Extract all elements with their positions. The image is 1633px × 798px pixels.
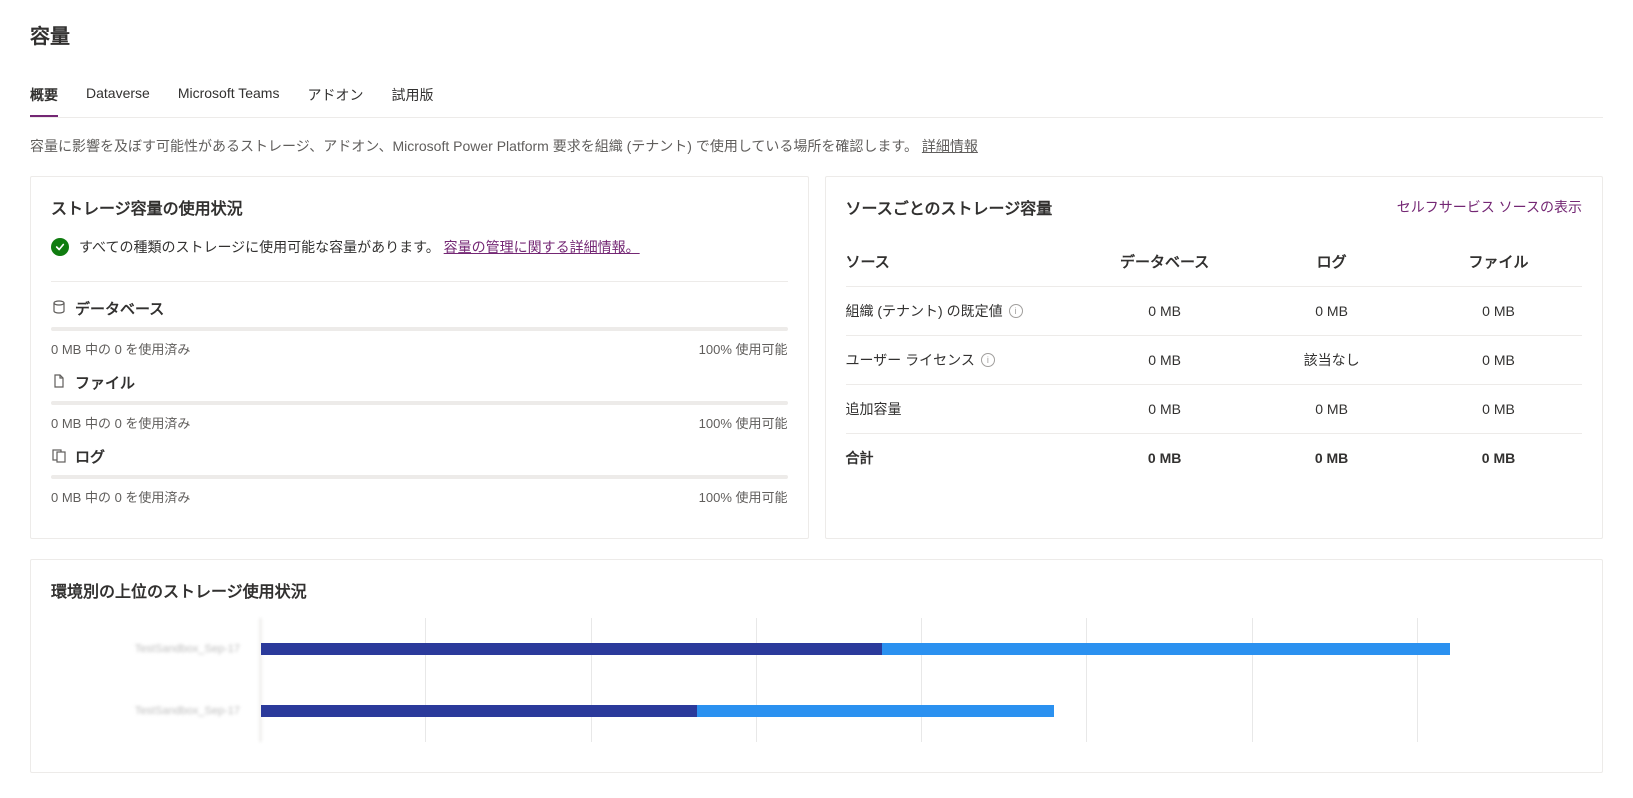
bar-segment-2: [882, 643, 1450, 655]
cell-log: 該当なし: [1248, 350, 1415, 370]
chart-bar: [261, 643, 1582, 655]
status-row: すべての種類のストレージに使用可能な容量があります。 容量の管理に関する詳細情報…: [51, 237, 788, 257]
table-header: ソース データベース ログ ファイル: [846, 237, 1583, 287]
footer-source: 合計: [846, 448, 1082, 468]
cell-source: 追加容量: [846, 399, 1082, 419]
storage-used: 0 MB 中の 0 を使用済み: [51, 487, 190, 506]
storage-available: 100% 使用可能: [699, 413, 788, 432]
source-card: ソースごとのストレージ容量 セルフサービス ソースの表示 ソース データベース …: [825, 176, 1604, 539]
tab-2[interactable]: Microsoft Teams: [178, 77, 280, 117]
table-footer: 合計 0 MB 0 MB 0 MB: [846, 434, 1583, 482]
col-database: データベース: [1081, 251, 1248, 272]
cell-source: 組織 (テナント) の既定値 i: [846, 301, 1082, 321]
storage-used: 0 MB 中の 0 を使用済み: [51, 339, 190, 358]
cell-file: 0 MB: [1415, 303, 1582, 319]
table-row: 組織 (テナント) の既定値 i0 MB0 MB0 MB: [846, 287, 1583, 336]
storage-label: データベース: [75, 298, 164, 319]
info-icon[interactable]: i: [981, 353, 995, 367]
footer-log: 0 MB: [1248, 450, 1415, 466]
env-chart-title: 環境別の上位のストレージ使用状況: [51, 578, 1582, 602]
chart-bar: [261, 705, 1582, 717]
page-title: 容量: [30, 20, 1603, 49]
cell-log: 0 MB: [1248, 401, 1415, 417]
col-log: ログ: [1248, 251, 1415, 272]
chart-row-label: TestSandbox_Sep-17: [51, 618, 261, 680]
tabs: 概要 Dataverse Microsoft Teams アドオン試用版: [30, 77, 1603, 118]
storage-label: ログ: [75, 446, 105, 467]
storage-item: データベース 0 MB 中の 0 を使用済み 100% 使用可能: [51, 298, 788, 358]
description: 容量に影響を及ぼす可能性があるストレージ、アドオン、Microsoft Powe…: [30, 136, 1603, 156]
status-text-content: すべての種類のストレージに使用可能な容量があります。: [79, 239, 444, 255]
chart-bar-row: [261, 680, 1582, 742]
chart-bar-row: [261, 618, 1582, 680]
storage-used: 0 MB 中の 0 を使用済み: [51, 413, 190, 432]
storage-usage-title: ストレージ容量の使用状況: [51, 195, 243, 219]
status-text: すべての種類のストレージに使用可能な容量があります。 容量の管理に関する詳細情報…: [79, 237, 640, 257]
description-link[interactable]: 詳細情報: [922, 138, 978, 154]
cell-database: 0 MB: [1081, 303, 1248, 319]
storage-label: ファイル: [75, 372, 135, 393]
progress-bar: [51, 327, 788, 331]
tab-0[interactable]: 概要: [30, 77, 58, 117]
source-card-title: ソースごとのストレージ容量: [846, 195, 1053, 219]
bar-segment-2: [697, 705, 1054, 717]
check-icon: [51, 238, 69, 256]
bar-segment-1: [261, 643, 882, 655]
bar-segment-1: [261, 705, 697, 717]
progress-bar: [51, 401, 788, 405]
file-icon: [51, 373, 67, 392]
status-link[interactable]: 容量の管理に関する詳細情報。: [444, 239, 640, 255]
env-chart: TestSandbox_Sep-17TestSandbox_Sep-17: [51, 618, 1582, 742]
self-service-link[interactable]: セルフサービス ソースの表示: [1397, 197, 1582, 217]
log-icon: [51, 447, 67, 466]
col-source: ソース: [846, 251, 1082, 272]
cell-source: ユーザー ライセンス i: [846, 350, 1082, 370]
chart-row-label: TestSandbox_Sep-17: [51, 680, 261, 742]
cell-database: 0 MB: [1081, 352, 1248, 368]
tab-4[interactable]: 試用版: [391, 77, 433, 117]
col-file: ファイル: [1415, 251, 1582, 272]
description-text: 容量に影響を及ぼす可能性があるストレージ、アドオン、Microsoft Powe…: [30, 138, 922, 154]
info-icon[interactable]: i: [1009, 304, 1023, 318]
cell-database: 0 MB: [1081, 401, 1248, 417]
footer-file: 0 MB: [1415, 450, 1582, 466]
tab-1[interactable]: Dataverse: [86, 77, 150, 117]
storage-available: 100% 使用可能: [699, 339, 788, 358]
storage-usage-card: ストレージ容量の使用状況 すべての種類のストレージに使用可能な容量があります。 …: [30, 176, 809, 539]
footer-database: 0 MB: [1081, 450, 1248, 466]
storage-item: ログ 0 MB 中の 0 を使用済み 100% 使用可能: [51, 446, 788, 506]
progress-bar: [51, 475, 788, 479]
divider: [51, 281, 788, 282]
cell-log: 0 MB: [1248, 303, 1415, 319]
cell-file: 0 MB: [1415, 352, 1582, 368]
table-row: 追加容量0 MB0 MB0 MB: [846, 385, 1583, 434]
source-table: ソース データベース ログ ファイル 組織 (テナント) の既定値 i0 MB0…: [846, 237, 1583, 482]
cell-file: 0 MB: [1415, 401, 1582, 417]
env-chart-card: 環境別の上位のストレージ使用状況 TestSandbox_Sep-17TestS…: [30, 559, 1603, 773]
storage-item: ファイル 0 MB 中の 0 を使用済み 100% 使用可能: [51, 372, 788, 432]
database-icon: [51, 299, 67, 318]
tab-3[interactable]: アドオン: [307, 77, 363, 117]
storage-available: 100% 使用可能: [699, 487, 788, 506]
table-row: ユーザー ライセンス i0 MB該当なし0 MB: [846, 336, 1583, 385]
